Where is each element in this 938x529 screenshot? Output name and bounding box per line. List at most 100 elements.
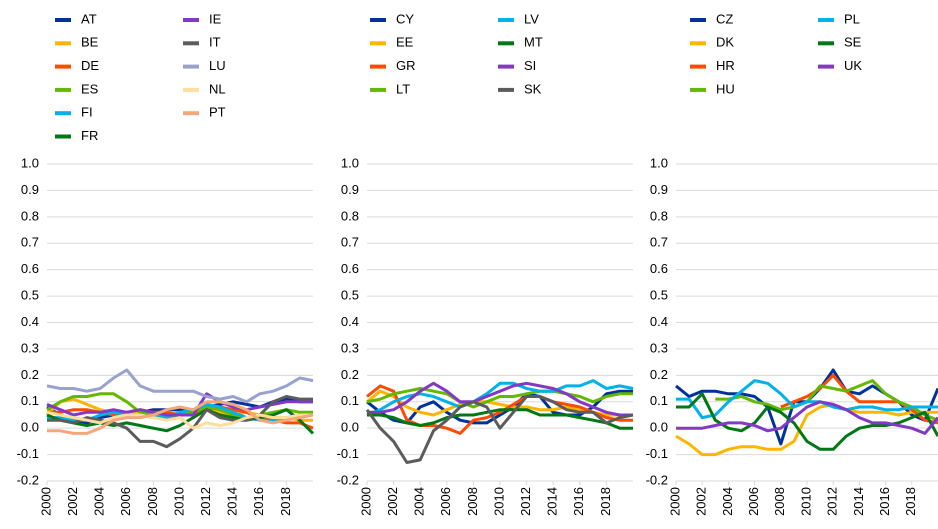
y-tick-label: 0.7 — [341, 235, 359, 250]
legend-label: BE — [81, 35, 99, 50]
series-line — [367, 408, 633, 430]
series-line — [366, 384, 633, 435]
legend-label: FR — [81, 128, 98, 143]
x-tick-label: 2006 — [438, 487, 453, 516]
x-tick-label: 2006 — [746, 487, 761, 516]
x-tick-label: 2010 — [171, 487, 186, 516]
legend-label: AT — [81, 11, 97, 26]
y-tick-label: 0.1 — [341, 393, 359, 408]
y-tick-label: 1.0 — [650, 155, 668, 170]
y-tick-label: 0.4 — [650, 314, 668, 329]
y-tick-label: 1.0 — [21, 155, 39, 170]
legend-label: IE — [209, 11, 222, 26]
x-tick-label: 2002 — [65, 487, 80, 516]
x-tick-label: 2008 — [772, 487, 787, 516]
y-tick-label: 0.9 — [341, 182, 359, 197]
x-tick-label: 2016 — [877, 487, 892, 516]
series-line — [46, 368, 314, 404]
x-tick-label: 2004 — [92, 487, 107, 516]
x-tick-label: 2014 — [545, 487, 560, 516]
x-tick-label: 2016 — [571, 487, 586, 516]
series-line — [46, 410, 313, 430]
series-line — [675, 402, 938, 457]
legend-label: PL — [844, 11, 860, 26]
x-tick-label: 2004 — [720, 487, 735, 516]
legend-label: HR — [716, 58, 735, 73]
x-tick-label: 2018 — [278, 487, 293, 516]
y-tick-label: 0.8 — [650, 208, 668, 223]
legend-label: DE — [81, 58, 99, 73]
legend-label: LT — [396, 81, 410, 96]
legend-label: IT — [209, 35, 221, 50]
series-line — [47, 400, 314, 435]
y-tick-label: 0.6 — [21, 261, 39, 276]
y-tick-label: -0.2 — [337, 472, 359, 487]
series-line — [47, 395, 313, 449]
y-tick-label: 0.8 — [341, 208, 359, 223]
x-tick-label: 2018 — [903, 487, 918, 516]
series-line — [715, 379, 938, 422]
series-line — [365, 395, 634, 464]
y-tick-label: -0.2 — [17, 472, 39, 487]
y-tick-label: -0.1 — [17, 446, 39, 461]
series-line — [366, 379, 634, 417]
legend-label: SI — [524, 58, 536, 73]
legend-label: SK — [524, 81, 542, 96]
y-tick-label: 0.3 — [21, 340, 39, 355]
x-tick-label: 2012 — [518, 487, 533, 516]
legend-label: CZ — [716, 11, 733, 26]
y-tick-label: 1.0 — [341, 155, 359, 170]
x-tick-label: 2000 — [38, 487, 53, 516]
y-tick-label: 0.5 — [341, 288, 359, 303]
series-line — [780, 373, 938, 425]
y-tick-label: 0.3 — [650, 340, 668, 355]
legend-label: PT — [209, 105, 226, 120]
x-tick-label: 2002 — [385, 487, 400, 516]
y-tick-label: 0.2 — [341, 367, 359, 382]
x-tick-label: 2016 — [251, 487, 266, 516]
y-tick-label: 0.4 — [21, 314, 39, 329]
y-tick-label: 0.0 — [341, 420, 359, 435]
y-tick-label: 0.7 — [21, 235, 39, 250]
x-tick-label: 2012 — [198, 487, 213, 516]
y-tick-label: 0.1 — [650, 393, 668, 408]
y-tick-label: -0.1 — [646, 446, 668, 461]
legend-label: LU — [209, 58, 226, 73]
y-tick-label: 0.0 — [21, 420, 39, 435]
x-tick-label: 2014 — [225, 487, 240, 516]
y-tick-label: 0.9 — [650, 182, 668, 197]
y-tick-label: 0.6 — [341, 261, 359, 276]
series-line — [676, 379, 938, 420]
y-tick-label: 0.9 — [21, 182, 39, 197]
y-tick-label: -0.2 — [646, 472, 668, 487]
x-tick-label: 2000 — [358, 487, 373, 516]
y-tick-label: -0.1 — [337, 446, 359, 461]
legend-label: NL — [209, 81, 226, 96]
y-tick-label: 0.0 — [650, 420, 668, 435]
legend-label: MT — [524, 35, 543, 50]
y-tick-label: 0.2 — [21, 367, 39, 382]
x-tick-label: 2014 — [851, 487, 866, 516]
legend-label: GR — [396, 58, 416, 73]
x-tick-label: 2008 — [145, 487, 160, 516]
y-tick-label: 0.6 — [650, 261, 668, 276]
legend-label: HU — [716, 81, 735, 96]
y-tick-label: 0.5 — [21, 288, 39, 303]
y-tick-label: 0.7 — [650, 235, 668, 250]
x-tick-label: 2002 — [694, 487, 709, 516]
legend-label: LV — [524, 11, 539, 26]
y-tick-label: 0.8 — [21, 208, 39, 223]
y-tick-label: 0.2 — [650, 367, 668, 382]
legend-label: EE — [396, 35, 414, 50]
x-tick-label: 2010 — [798, 487, 813, 516]
x-tick-label: 2008 — [465, 487, 480, 516]
legend-label: ES — [81, 81, 99, 96]
x-tick-label: 2012 — [825, 487, 840, 516]
x-tick-label: 2000 — [667, 487, 682, 516]
legend-label: FI — [81, 105, 93, 120]
legend-label: UK — [844, 58, 862, 73]
legend-label: CY — [396, 11, 414, 26]
y-tick-label: 0.1 — [21, 393, 39, 408]
x-tick-label: 2006 — [118, 487, 133, 516]
